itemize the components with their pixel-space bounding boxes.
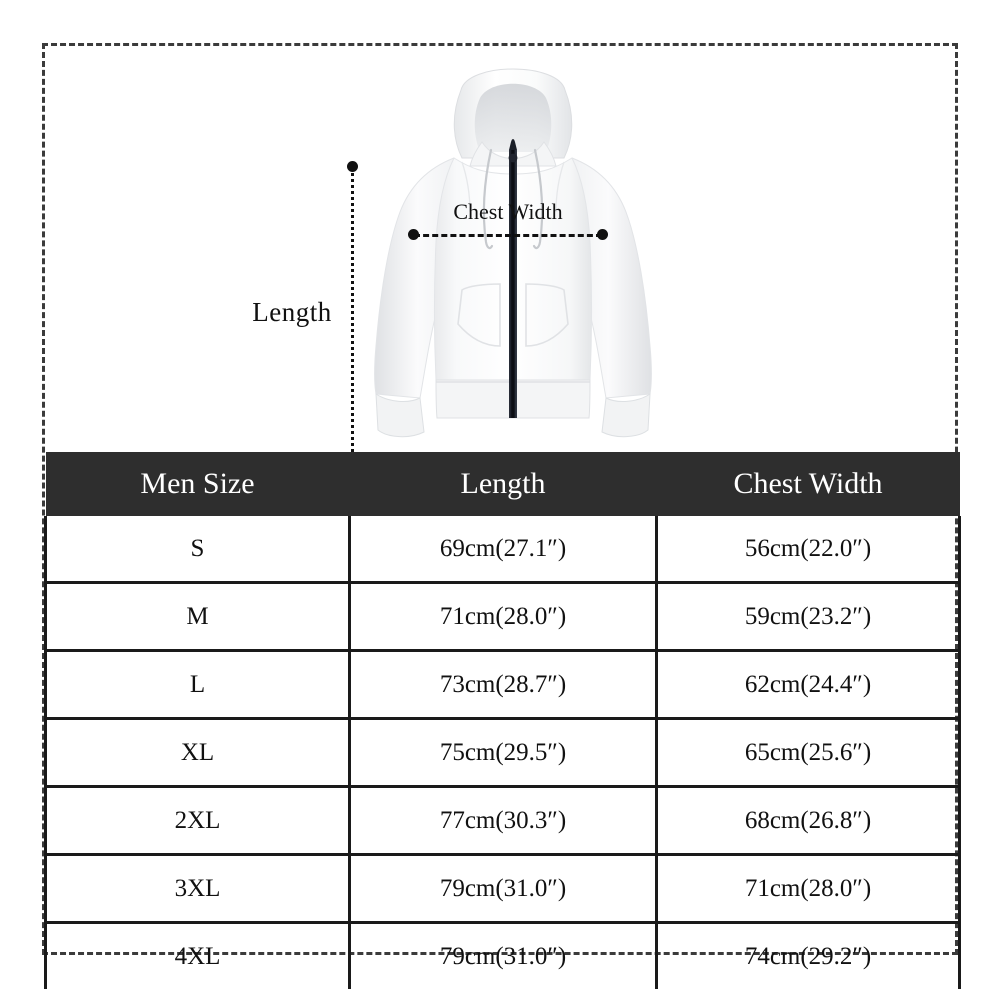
chest-width-cell: 71cm(28.0″) xyxy=(656,854,961,924)
table-row: 2XL 77cm(30.3″) 68cm(26.8″) xyxy=(44,786,961,856)
table-header-row: Men Size Length Chest Width xyxy=(45,452,960,516)
column-header-men-size: Men Size xyxy=(45,452,350,516)
chest-width-measurement-line xyxy=(414,234,602,237)
table-row: L 73cm(28.7″) 62cm(24.4″) xyxy=(44,650,961,720)
length-cell: 77cm(30.3″) xyxy=(349,786,658,856)
table-row: M 71cm(28.0″) 59cm(23.2″) xyxy=(44,582,961,652)
length-cell: 73cm(28.7″) xyxy=(349,650,658,720)
chest-width-measurement-label: Chest Width xyxy=(453,199,563,224)
size-cell: 2XL xyxy=(44,786,351,856)
length-endpoint-top-dot xyxy=(347,161,358,172)
size-chart-table: Men Size Length Chest Width S 69cm(27.1″)… xyxy=(44,452,961,989)
size-cell: 3XL xyxy=(44,854,351,924)
length-cell: 69cm(27.1″) xyxy=(349,516,658,584)
chest-width-cell: 68cm(26.8″) xyxy=(656,786,961,856)
garment-illustration: Length Chest Width xyxy=(42,44,958,472)
hoodie-illustration xyxy=(374,68,652,438)
chest-width-cell: 56cm(22.0″) xyxy=(656,516,961,584)
length-cell: 79cm(31.0″) xyxy=(349,922,658,989)
table-row: S 69cm(27.1″) 56cm(22.0″) xyxy=(44,516,961,584)
length-cell: 75cm(29.5″) xyxy=(349,718,658,788)
table-row: XL 75cm(29.5″) 65cm(25.6″) xyxy=(44,718,961,788)
size-cell: M xyxy=(44,582,351,652)
table-row: 4XL 79cm(31.0″) 74cm(29.2″) xyxy=(44,922,961,989)
table-row: 3XL 79cm(31.0″) 71cm(28.0″) xyxy=(44,854,961,924)
size-cell: S xyxy=(44,516,351,584)
column-header-chest-width: Chest Width xyxy=(656,452,960,516)
chest-endpoint-left-dot xyxy=(408,229,419,240)
chest-width-cell: 65cm(25.6″) xyxy=(656,718,961,788)
table-body: S 69cm(27.1″) 56cm(22.0″) M 71cm(28.0″) 59cm(… xyxy=(44,516,961,989)
chest-endpoint-right-dot xyxy=(597,229,608,240)
chest-width-cell: 59cm(23.2″) xyxy=(656,582,961,652)
length-cell: 71cm(28.0″) xyxy=(349,582,658,652)
size-cell: XL xyxy=(44,718,351,788)
chest-width-cell: 62cm(24.4″) xyxy=(656,650,961,720)
size-cell: 4XL xyxy=(44,922,351,989)
length-measurement-line xyxy=(351,166,354,466)
chest-width-cell: 74cm(29.2″) xyxy=(656,922,961,989)
column-header-length: Length xyxy=(349,452,657,516)
table-header: Men Size Length Chest Width xyxy=(45,452,960,516)
size-cell: L xyxy=(44,650,351,720)
length-cell: 79cm(31.0″) xyxy=(349,854,658,924)
length-measurement-label: Length xyxy=(252,297,332,327)
